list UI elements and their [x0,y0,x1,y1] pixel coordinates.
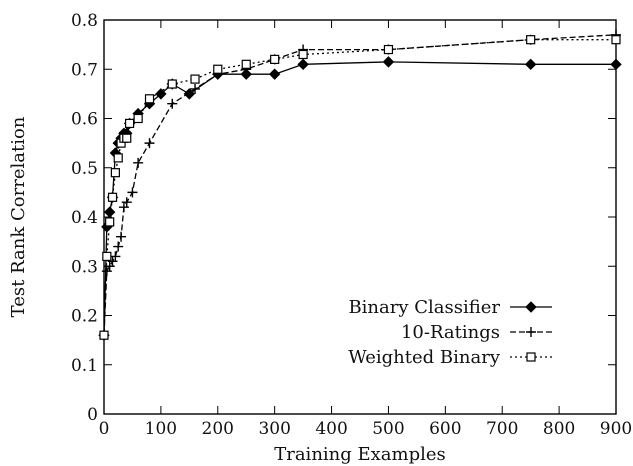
legend-item: Binary Classifier [348,297,552,318]
data-point [526,35,536,45]
legend-item: Weighted Binary [348,347,552,368]
legend-marker [526,352,536,362]
legend: Binary Classifier 10-Ratings Weighted Bina… [348,297,552,368]
y-axis-label: Test Rank Correlation [8,116,29,317]
y-tick-labels: 0 0.1 0.2 0.3 0.4 0.5 0.6 0.7 0.8 [71,11,98,425]
data-point [121,197,132,208]
data-point [167,79,177,89]
y-tick-label: 0.6 [71,110,98,130]
data-point [298,49,308,60]
x-tick-label: 600 [429,419,461,439]
x-tick-labels: 0 100 200 300 400 500 600 700 800 900 [99,419,633,439]
series-line [103,34,617,336]
legend-label: 10-Ratings [401,322,500,343]
x-axis-label: Training Examples [274,444,446,465]
data-point [110,251,121,262]
y-tick-label: 0.2 [71,307,98,327]
legend-marker [525,301,537,313]
x-tick-label: 400 [315,419,347,439]
y-tick-label: 0.4 [71,208,98,228]
series-weighted-binary [99,35,621,340]
data-point [524,58,537,71]
data-point [127,187,138,198]
y-tick-label: 0.8 [71,11,98,31]
data-point [102,251,112,261]
data-point [190,83,201,94]
data-point [167,98,178,109]
data-point [113,153,123,163]
legend-label: Binary Classifier [348,297,500,318]
data-point [133,157,144,168]
x-tick-label: 200 [202,419,234,439]
x-tick-label: 100 [145,419,177,439]
data-point [268,68,281,80]
data-point [183,88,196,100]
data-point [297,58,309,71]
data-point [116,231,127,242]
x-tick-label: 500 [372,419,404,439]
data-point [105,217,115,227]
data-point [190,74,200,84]
data-point [213,64,223,74]
data-point [611,35,621,45]
series-layer [98,29,622,341]
data-point [103,206,116,218]
series-10-ratings [99,29,621,341]
data-point [155,88,167,100]
data-point [610,58,622,71]
data-point [382,56,395,68]
y-tick-label: 0.5 [71,159,98,179]
x-tick-label: 300 [258,419,290,439]
data-point [107,192,118,202]
data-point [144,138,155,149]
data-point [99,330,109,340]
y-tick-label: 0.3 [71,257,98,277]
y-tick-label: 0.1 [71,356,98,376]
series-line [103,61,616,336]
axis-ticks [103,19,617,415]
legend-label: Weighted Binary [348,347,501,368]
x-tick-label: 800 [543,419,575,439]
data-point [113,241,124,252]
y-tick-label: 0.7 [71,60,98,80]
data-point [383,44,394,55]
data-point [133,113,143,124]
data-point [270,54,280,65]
x-tick-label: 0 [99,419,110,439]
legend-marker [526,327,536,337]
x-tick-label: 900 [600,419,632,439]
y-tick-label: 0 [87,405,98,425]
x-tick-label: 700 [486,419,518,439]
legend-item: 10-Ratings [401,322,552,343]
data-point [124,118,135,129]
data-point [241,59,251,69]
data-point [122,133,132,143]
series-line [103,39,616,336]
data-point [110,168,120,178]
data-point [144,94,155,104]
